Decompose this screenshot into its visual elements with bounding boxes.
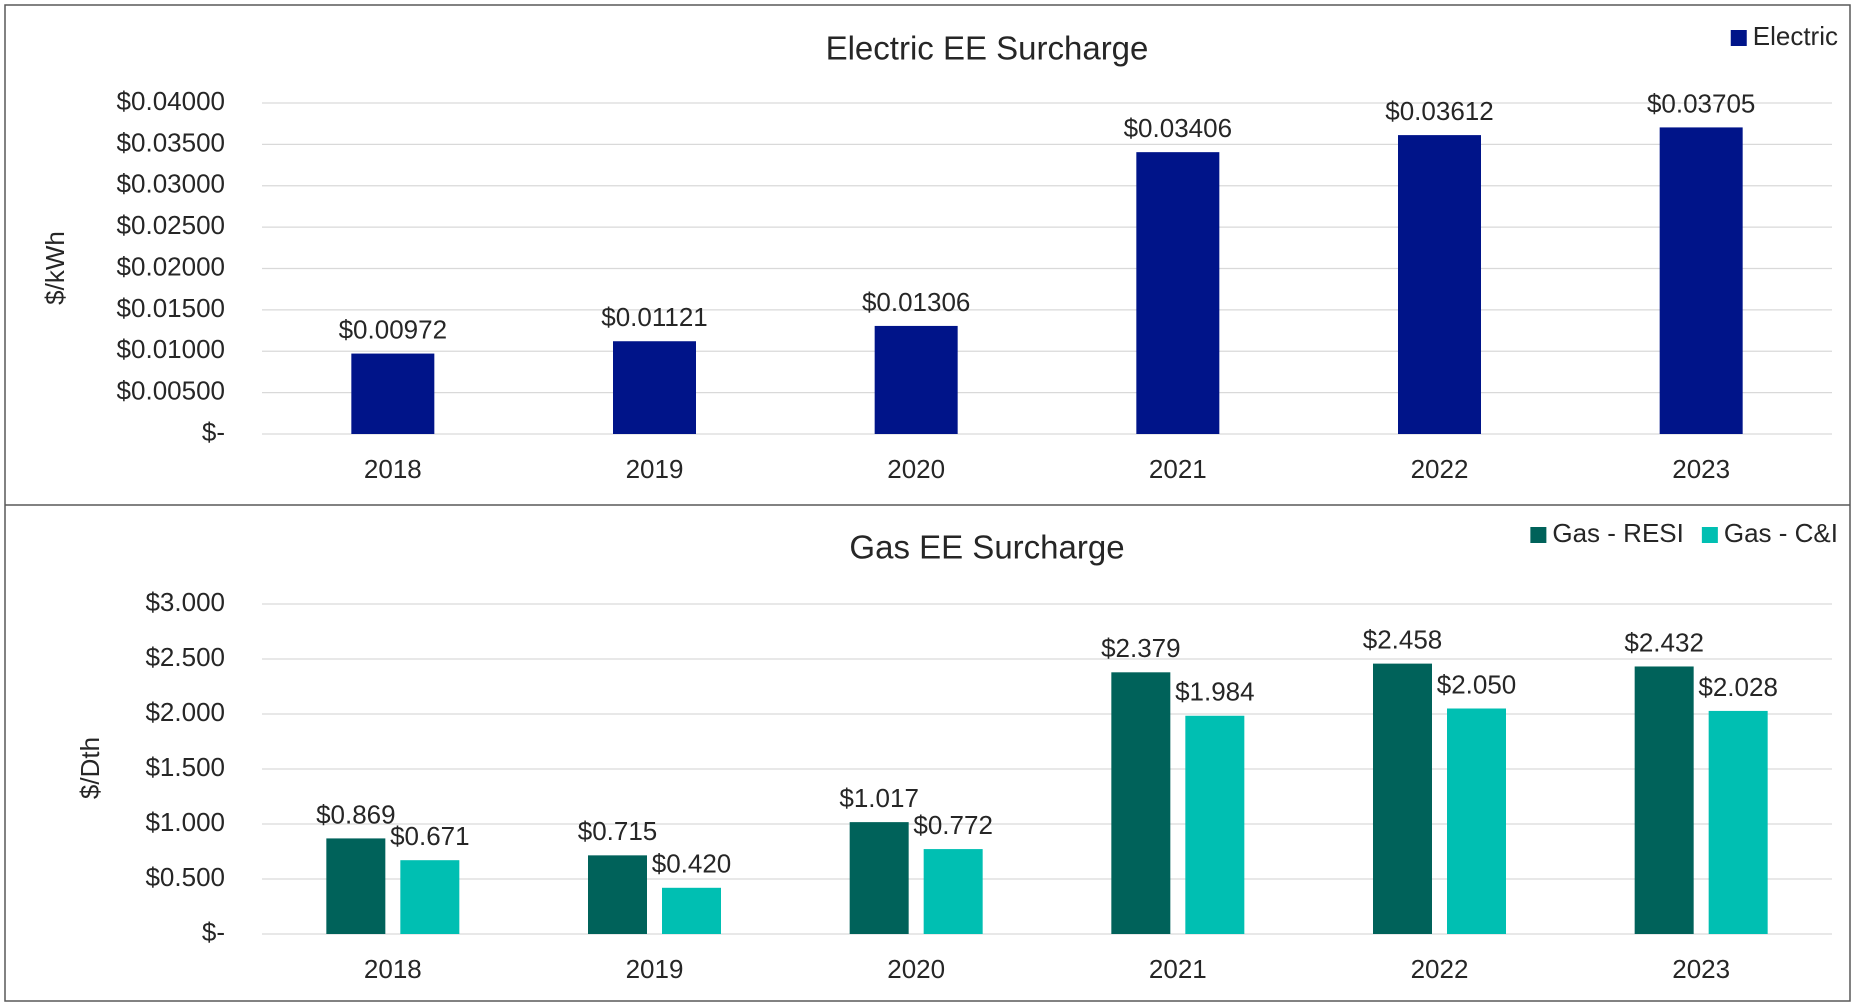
x-tick-label: 2019 [626,454,684,484]
data-label: $2.379 [1101,633,1181,663]
y-tick-label: $0.02000 [117,251,225,281]
y-tick-label: $1.500 [145,752,225,782]
y-tick-label: $1.000 [145,807,225,837]
bar [849,822,909,934]
data-label: $2.458 [1363,624,1443,654]
y-tick-label: $0.03500 [117,127,225,157]
bar [400,860,460,934]
bar [1634,666,1694,934]
legend-label: Gas - C&I [1724,518,1838,548]
data-label: $0.869 [316,799,396,829]
data-label: $0.01306 [862,287,970,317]
data-label: $0.715 [578,816,658,846]
y-axis-label: $/Dth [75,737,105,799]
y-tick-label: $3.000 [145,587,225,617]
frame [4,4,1851,1002]
x-tick-label: 2020 [887,954,945,984]
x-tick-label: 2022 [1411,454,1469,484]
data-label: $0.772 [913,810,993,840]
bar [1136,152,1220,434]
bar [1185,715,1245,934]
data-label: $2.432 [1624,627,1704,657]
y-tick-label: $2.500 [145,642,225,672]
y-tick-label: $0.01000 [117,334,225,364]
data-label: $2.050 [1437,669,1517,699]
bar [1398,135,1481,434]
bar [923,849,983,934]
y-tick-label: $2.000 [145,697,225,727]
y-tick-label: $0.04000 [117,86,225,116]
data-label: $0.420 [652,849,732,879]
y-tick-label: $- [202,917,225,947]
chart-title: Gas EE Surcharge [849,529,1124,566]
bar [1708,710,1768,934]
y-tick-label: $- [202,417,225,447]
bar [1447,708,1506,934]
bar [874,325,958,434]
y-tick-label: $0.02500 [117,210,225,240]
legend-swatch [1530,527,1547,543]
legend-swatch [1701,527,1718,543]
x-tick-label: 2018 [364,954,422,984]
bar [326,838,386,934]
data-label: $0.01121 [601,302,708,332]
x-tick-label: 2019 [626,954,684,984]
data-label: $1.017 [839,783,919,813]
data-label: $0.671 [390,821,470,851]
y-tick-label: $0.500 [145,862,225,892]
legend-swatch [1730,30,1747,46]
y-tick-label: $0.01500 [117,293,225,323]
bar [1659,127,1743,434]
data-label: $0.03612 [1385,96,1493,126]
legend-label: Gas - RESI [1552,518,1683,548]
data-label: $0.00972 [339,314,447,344]
y-tick-label: $0.03000 [117,169,225,199]
x-tick-label: 2023 [1672,454,1730,484]
data-label: $0.03406 [1124,113,1232,143]
legend-label: Electric [1753,21,1838,51]
bar [588,855,647,934]
bar [1111,672,1171,934]
x-tick-label: 2020 [887,454,945,484]
bar [351,353,435,434]
x-tick-label: 2021 [1149,954,1207,984]
data-label: $0.03705 [1647,88,1755,118]
y-tick-label: $0.00500 [117,376,225,406]
x-tick-label: 2021 [1149,454,1207,484]
x-tick-label: 2023 [1672,954,1730,984]
data-label: $2.028 [1698,672,1778,702]
chart-title: Electric EE Surcharge [826,30,1149,67]
data-label: $1.984 [1175,677,1255,707]
bar [1373,663,1432,934]
y-axis-label: $/kWh [40,231,70,305]
x-tick-label: 2018 [364,454,422,484]
bar [613,341,696,434]
x-tick-label: 2022 [1411,954,1469,984]
bar [662,887,721,934]
